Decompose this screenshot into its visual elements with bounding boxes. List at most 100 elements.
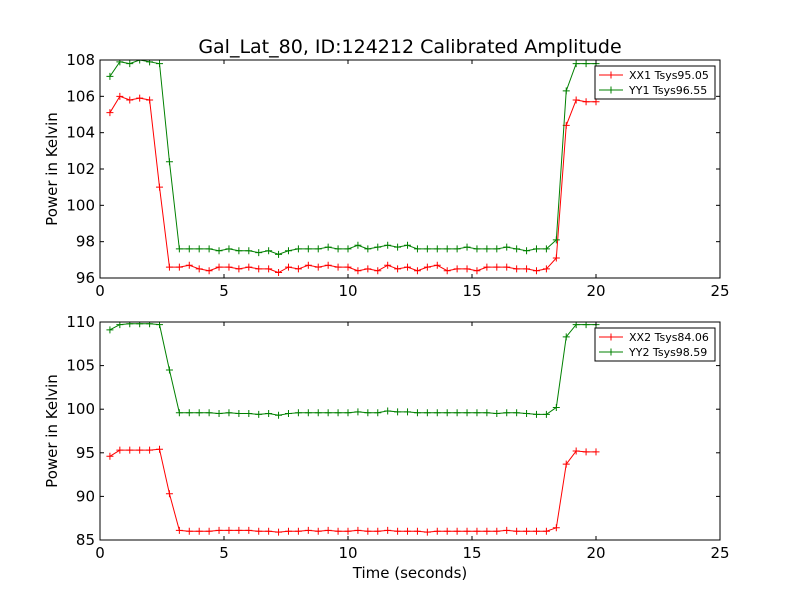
data-point xyxy=(592,448,600,456)
data-point xyxy=(195,265,203,273)
data-point xyxy=(463,527,471,535)
data-point xyxy=(542,527,550,535)
x-tick-label: 5 xyxy=(219,544,229,562)
data-point xyxy=(215,263,223,271)
data-point xyxy=(334,527,342,535)
y-axis-label: Power in Kelvin xyxy=(43,112,61,226)
data-point xyxy=(523,410,531,418)
data-point xyxy=(334,409,342,417)
data-point xyxy=(106,109,114,117)
legend-box xyxy=(594,65,716,100)
data-point xyxy=(185,245,193,253)
data-point xyxy=(294,265,302,273)
data-point xyxy=(126,446,134,454)
data-point xyxy=(225,263,233,271)
legend: XX1 Tsys95.05 YY1 Tsys96.55 xyxy=(594,65,716,100)
data-point xyxy=(106,72,114,80)
data-point xyxy=(284,410,292,418)
data-point xyxy=(513,245,521,253)
data-point xyxy=(394,408,402,416)
data-point xyxy=(314,409,322,417)
data-point xyxy=(106,326,114,334)
data-point xyxy=(185,261,193,269)
data-point xyxy=(304,261,312,269)
data-point xyxy=(443,527,451,535)
y-tick-label: 95 xyxy=(76,444,95,462)
y-tick-label: 100 xyxy=(66,196,95,214)
data-point xyxy=(275,250,283,258)
x-tick-label: 15 xyxy=(462,544,481,562)
legend-entry: YY1 Tsys96.55 xyxy=(599,84,707,97)
data-point xyxy=(572,96,580,104)
data-point xyxy=(463,243,471,251)
data-point xyxy=(136,446,144,454)
data-point xyxy=(205,527,213,535)
data-point xyxy=(175,526,183,534)
data-point xyxy=(503,409,511,417)
legend-label: XX2 Tsys84.06 xyxy=(629,331,709,344)
data-point xyxy=(334,263,342,271)
data-point xyxy=(483,245,491,253)
data-point xyxy=(404,263,412,271)
data-point xyxy=(344,527,352,535)
data-point xyxy=(344,263,352,271)
data-point xyxy=(165,158,173,166)
x-tick-label: 0 xyxy=(95,544,105,562)
data-point xyxy=(324,243,332,251)
data-point xyxy=(453,265,461,273)
data-point xyxy=(513,265,521,273)
data-point xyxy=(294,409,302,417)
data-point xyxy=(275,269,283,277)
x-tick-label: 25 xyxy=(710,282,729,300)
top-plot: 0 5 10 15 20 25 96 98 100 102 104 106 108 Power in Ke… xyxy=(43,51,730,300)
bottom-plot: 0 5 10 15 20 25 85 90 95 100 105 110 Power in Kelvin… xyxy=(43,313,730,582)
data-point xyxy=(423,263,431,271)
data-point xyxy=(364,409,372,417)
series-1 xyxy=(106,92,600,277)
data-point xyxy=(542,410,550,418)
data-point xyxy=(225,409,233,417)
data-point xyxy=(413,245,421,253)
data-point xyxy=(394,527,402,535)
data-point xyxy=(146,96,154,104)
data-point xyxy=(503,243,511,251)
data-point xyxy=(304,245,312,253)
data-point xyxy=(364,245,372,253)
data-point xyxy=(195,245,203,253)
data-point xyxy=(136,60,144,64)
y-tick-label: 100 xyxy=(66,400,95,418)
series-line xyxy=(109,95,596,274)
x-tick-label: 20 xyxy=(586,544,605,562)
data-point xyxy=(532,245,540,253)
data-point xyxy=(245,410,253,418)
data-point xyxy=(423,409,431,417)
data-point xyxy=(552,254,560,262)
data-point xyxy=(314,527,322,535)
data-point xyxy=(354,526,362,534)
data-point xyxy=(433,261,441,269)
legend-marker xyxy=(607,71,615,79)
data-point xyxy=(235,247,243,255)
data-point xyxy=(275,411,283,419)
data-point xyxy=(423,245,431,253)
data-point xyxy=(215,410,223,418)
data-point xyxy=(483,527,491,535)
y-tick-label: 90 xyxy=(76,487,95,505)
data-point xyxy=(235,410,243,418)
data-point xyxy=(235,526,243,534)
data-point xyxy=(245,247,253,255)
plot-frame xyxy=(99,321,721,541)
data-point xyxy=(205,245,213,253)
data-point xyxy=(374,409,382,417)
data-point xyxy=(116,92,124,100)
data-point xyxy=(483,409,491,417)
data-point xyxy=(453,527,461,535)
data-point xyxy=(572,447,580,455)
figure-title: Gal_Lat_80, ID:124212 Calibrated Amplitu… xyxy=(198,36,621,58)
data-point xyxy=(146,322,154,328)
data-point xyxy=(394,243,402,251)
data-point xyxy=(126,60,134,68)
data-point xyxy=(146,446,154,454)
data-point xyxy=(354,241,362,249)
data-point xyxy=(483,263,491,271)
